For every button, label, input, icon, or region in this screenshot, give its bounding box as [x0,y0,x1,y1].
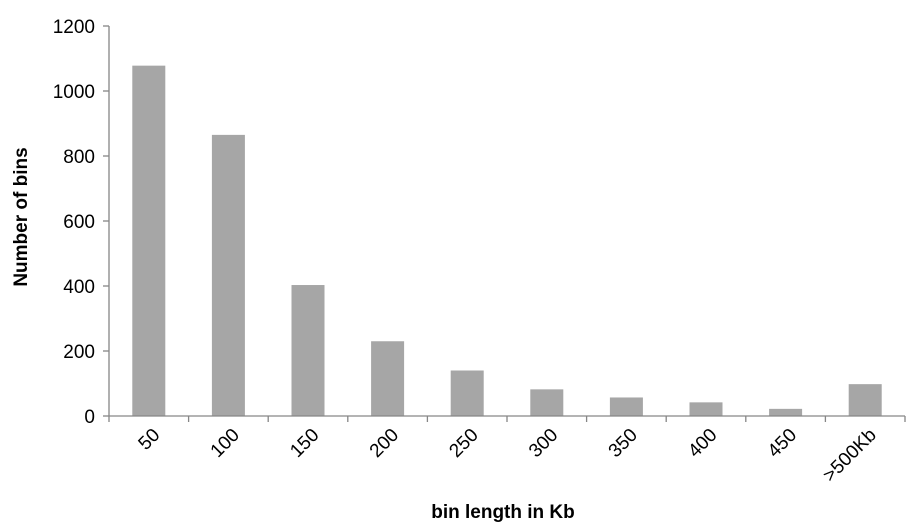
x-tick-label: 450 [764,425,801,462]
x-tick-label: 350 [605,425,642,462]
y-tick-label: 200 [63,342,95,363]
x-tick-label: 150 [286,425,323,462]
x-tick-label: 200 [366,425,403,462]
y-tick-label: 800 [63,147,95,168]
bar-300 [530,389,564,416]
bar-400 [689,402,723,416]
y-axis-title: Number of bins [11,147,32,286]
bar-500kb [848,384,882,416]
bar-100 [211,134,245,416]
x-tick-label: 250 [445,425,482,462]
y-tick-label: 400 [63,277,95,298]
y-axis: 0 200 400 600 800 1000 1200 [53,17,110,428]
x-axis: 50 100 150 200 250 300 350 400 450 >500Kb [108,415,906,487]
y-tick-label: 600 [63,212,95,233]
x-tick-label: >500Kb [819,425,881,487]
bar-350 [609,397,643,416]
x-axis-title: bin length in Kb [431,502,575,523]
bars [132,65,882,417]
y-tick-label: 0 [84,407,95,428]
y-tick-label: 1200 [53,17,95,38]
bar-200 [371,341,405,416]
bar-150 [291,285,325,416]
x-tick-label: 300 [525,425,562,462]
bar-250 [450,370,484,416]
bar-50 [132,65,166,417]
bar-450 [769,408,803,416]
y-tick-label: 1000 [53,82,95,103]
x-tick-label: 50 [135,425,165,455]
x-tick-label: 100 [207,425,244,462]
x-tick-label: 400 [684,425,721,462]
